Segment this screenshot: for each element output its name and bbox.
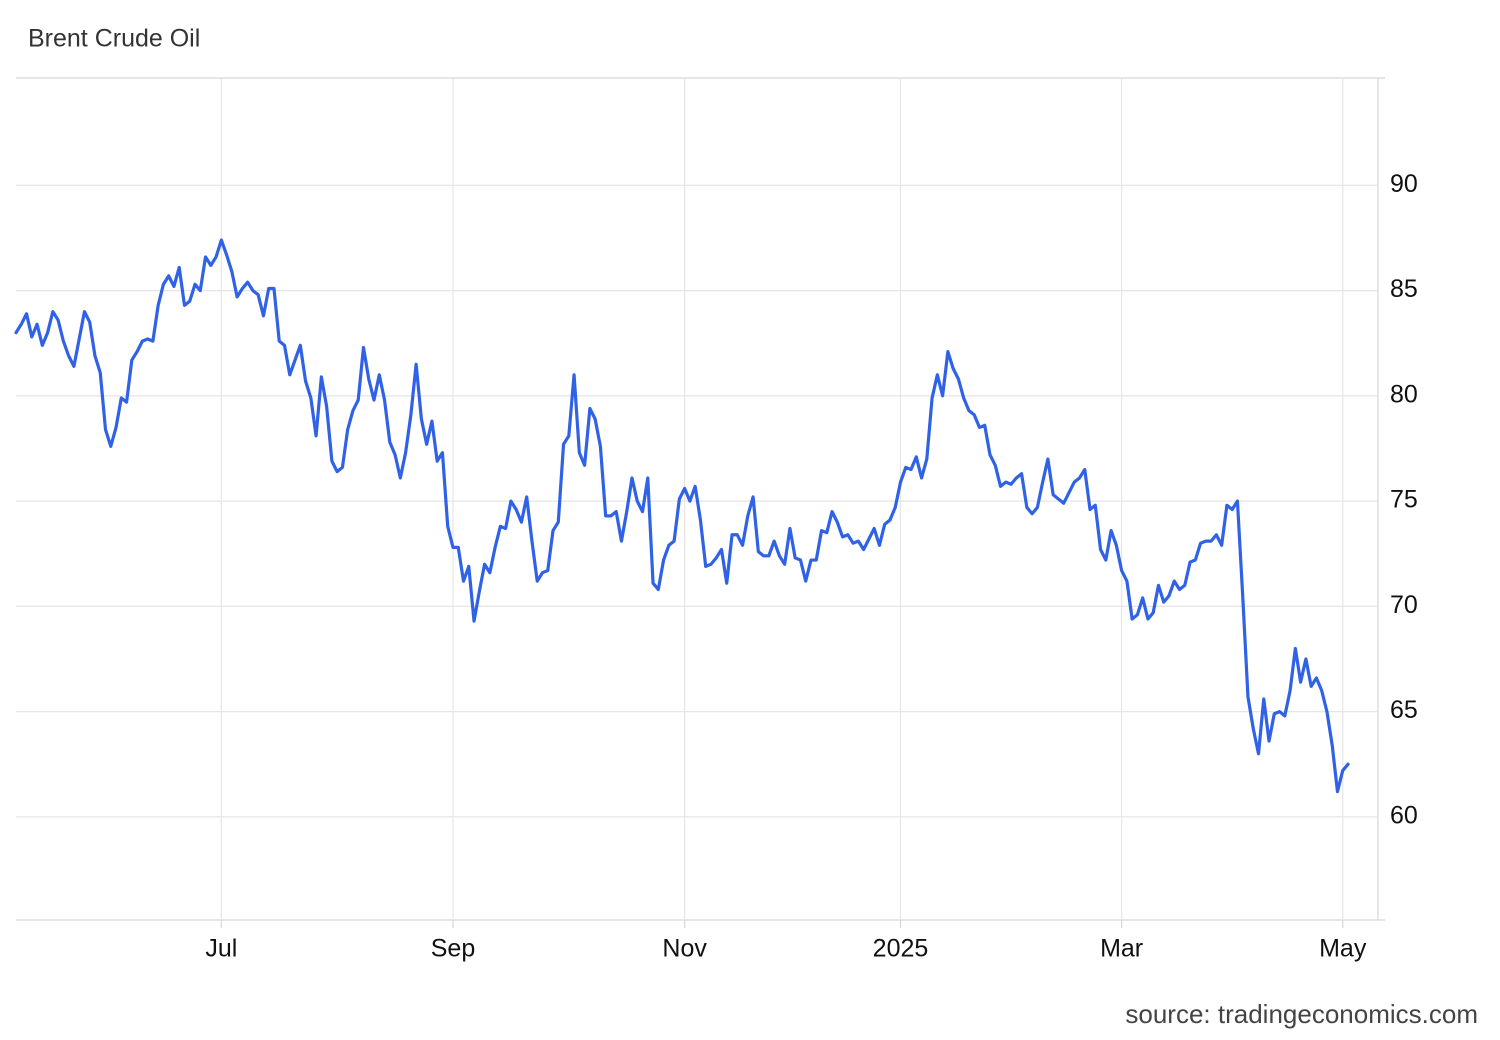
chart-title: Brent Crude Oil bbox=[28, 25, 200, 53]
x-tick-label: Jul bbox=[205, 935, 237, 963]
x-tick-label: Sep bbox=[431, 935, 475, 963]
x-tick-label: Mar bbox=[1100, 935, 1143, 963]
y-tick-label: 90 bbox=[1390, 170, 1418, 198]
y-tick-label: 75 bbox=[1390, 486, 1418, 514]
source-note: source: tradingeconomics.com bbox=[1125, 999, 1478, 1029]
x-tick-label: May bbox=[1319, 935, 1367, 963]
y-tick-label: 85 bbox=[1390, 275, 1418, 303]
x-tick-label: 2025 bbox=[873, 935, 929, 963]
price-line bbox=[14, 238, 1350, 794]
y-tick-label: 65 bbox=[1390, 696, 1418, 724]
y-tick-label: 80 bbox=[1390, 380, 1418, 408]
y-tick-label: 70 bbox=[1390, 591, 1418, 619]
x-tick-label: Nov bbox=[662, 935, 707, 963]
y-tick-label: 60 bbox=[1390, 801, 1418, 829]
